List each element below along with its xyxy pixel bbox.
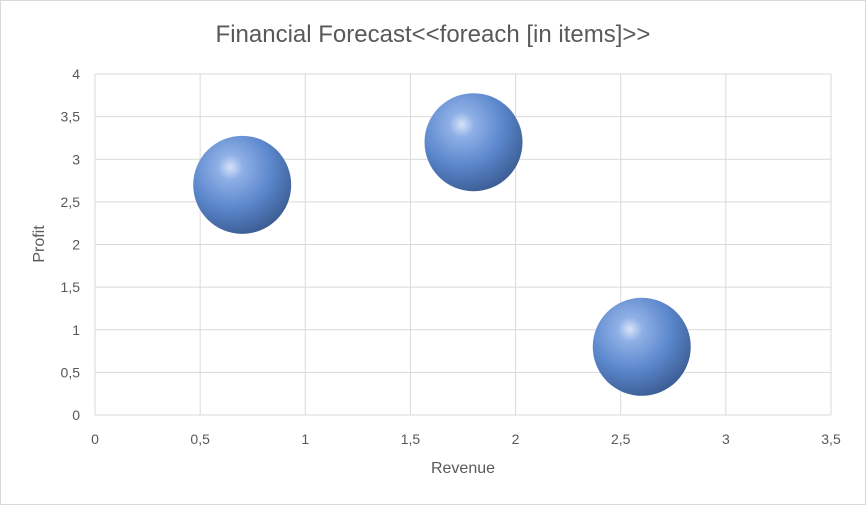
y-axis-ticks: 0 0,5 1 1,5 2 2,5 3 3,5 4 <box>61 66 81 423</box>
y-tick-label: 3,5 <box>61 109 81 125</box>
bubble-point <box>193 135 292 234</box>
x-axis-title: Revenue <box>431 460 495 477</box>
y-tick-label: 0,5 <box>61 364 81 380</box>
x-tick-label: 3 <box>722 431 730 447</box>
x-axis-ticks: 0 0,5 1 1,5 2 2,5 3 3,5 <box>91 431 841 447</box>
plot-area <box>193 93 691 396</box>
bubble-point <box>592 297 691 396</box>
chart-title: Financial Forecast<<foreach [in items]>> <box>216 21 651 48</box>
y-tick-label: 4 <box>72 66 80 82</box>
x-tick-label: 2,5 <box>611 431 631 447</box>
y-tick-label: 1,5 <box>61 279 81 295</box>
x-tick-label: 0 <box>91 431 99 447</box>
x-tick-label: 2 <box>512 431 520 447</box>
x-tick-label: 1 <box>301 431 309 447</box>
x-tick-label: 0,5 <box>190 431 210 447</box>
y-tick-label: 2 <box>72 237 80 253</box>
x-tick-label: 3,5 <box>821 431 841 447</box>
y-tick-label: 1 <box>72 322 80 338</box>
y-tick-label: 0 <box>72 407 80 423</box>
y-axis-title: Profit <box>31 225 48 263</box>
x-tick-label: 1,5 <box>401 431 421 447</box>
y-tick-label: 3 <box>72 151 80 167</box>
bubble-point <box>424 93 523 192</box>
y-tick-label: 2,5 <box>61 194 81 210</box>
